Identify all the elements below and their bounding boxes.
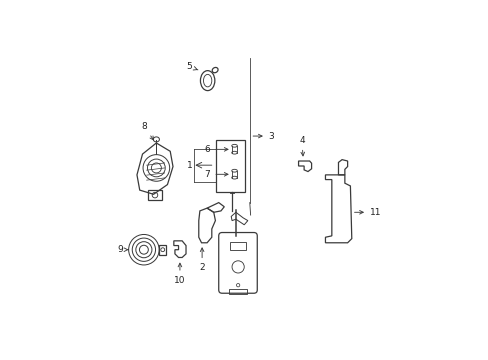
Text: 5: 5 xyxy=(186,62,198,71)
Text: 3: 3 xyxy=(253,131,274,140)
Text: 2: 2 xyxy=(199,248,204,272)
Text: 6: 6 xyxy=(204,145,227,154)
Text: 9: 9 xyxy=(117,245,128,254)
Ellipse shape xyxy=(231,151,237,154)
Ellipse shape xyxy=(231,169,237,172)
Ellipse shape xyxy=(231,144,237,147)
Text: 8: 8 xyxy=(141,122,153,140)
Bar xyxy=(230,242,245,250)
Text: 10: 10 xyxy=(174,263,185,285)
Ellipse shape xyxy=(231,176,237,179)
Text: 7: 7 xyxy=(204,170,227,179)
Bar xyxy=(229,289,246,293)
Text: 11: 11 xyxy=(354,208,381,217)
Bar xyxy=(216,140,244,192)
Text: 4: 4 xyxy=(299,136,304,156)
Text: 1: 1 xyxy=(186,161,192,170)
